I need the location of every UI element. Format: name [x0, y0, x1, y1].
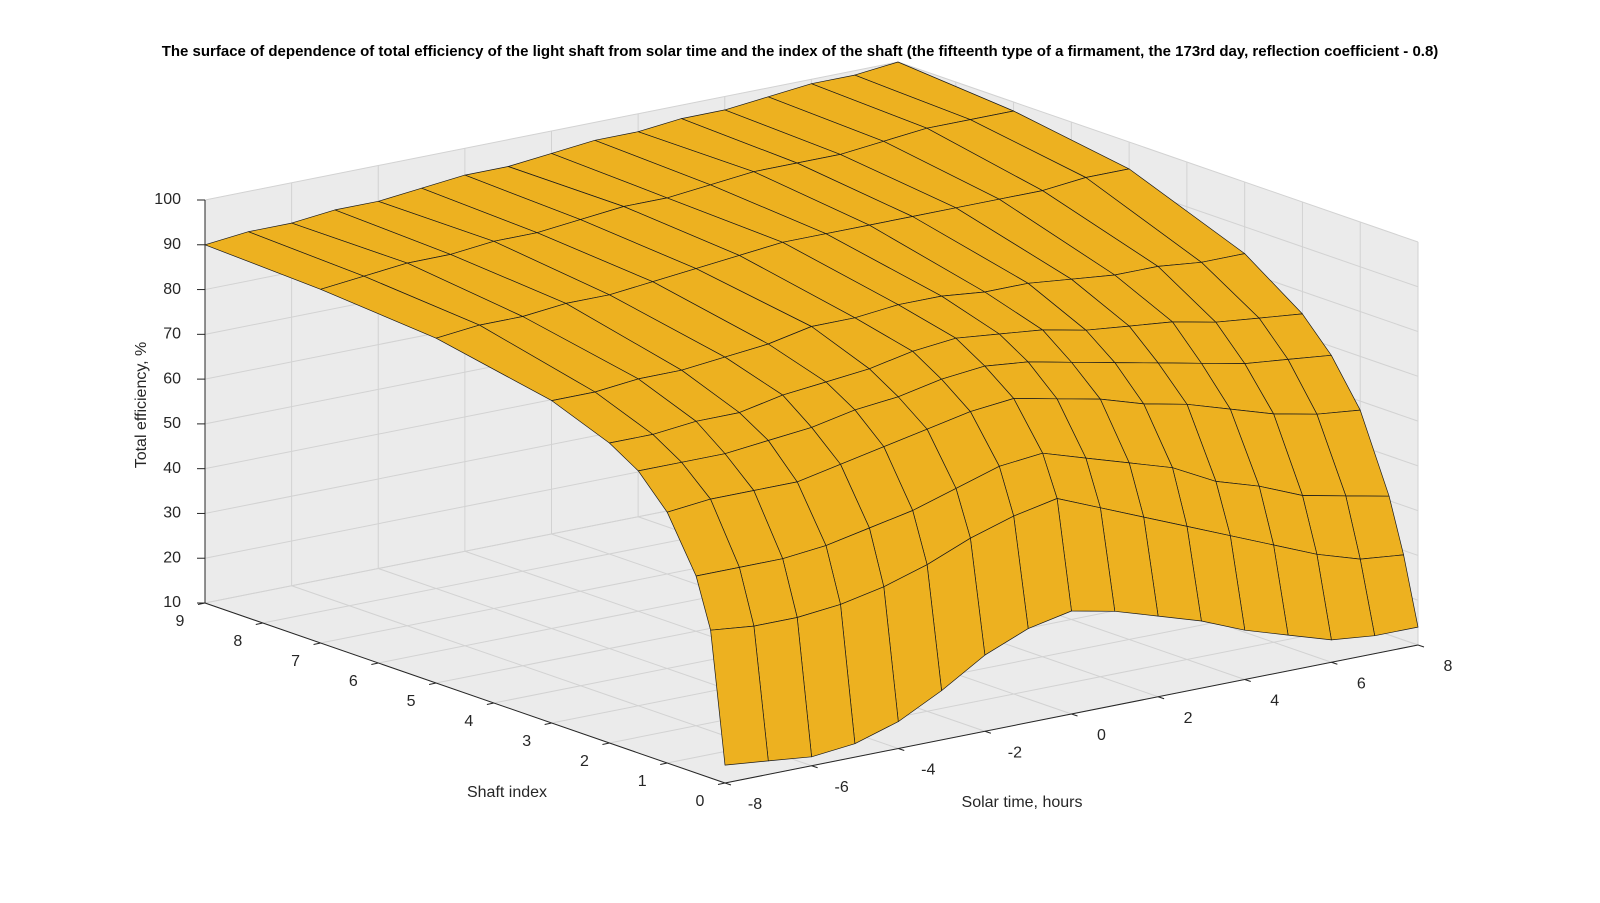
y-tick-label: 5	[407, 693, 416, 710]
y-tick-label: 4	[464, 713, 473, 730]
tick-mark	[1157, 696, 1165, 700]
tick-mark	[724, 782, 732, 786]
z-tick-label: 30	[163, 505, 181, 522]
tick-mark	[371, 662, 379, 665]
tick-mark	[660, 762, 668, 765]
z-tick-label: 20	[163, 549, 181, 566]
y-axis	[204, 602, 726, 784]
z-tick-label: 60	[163, 370, 181, 387]
y-tick-label: 9	[176, 613, 185, 630]
tick-mark	[1071, 713, 1078, 717]
chart-title: The surface of dependence of total effic…	[162, 43, 1439, 60]
x-tick-label: -4	[921, 762, 935, 779]
tick-mark	[717, 782, 726, 785]
y-tick-label: 8	[233, 633, 242, 650]
y-tick-label: 0	[696, 793, 705, 810]
z-tick-label: 40	[163, 460, 181, 477]
tick-mark	[1331, 661, 1338, 665]
z-axis-label: Total efficiency, %	[133, 342, 150, 469]
tick-mark	[486, 702, 494, 705]
x-tick-label: -2	[1008, 744, 1022, 761]
x-tick-label: -6	[835, 779, 849, 796]
y-tick-label: 1	[638, 773, 647, 790]
y-tick-label: 7	[291, 653, 300, 670]
x-tick-label: 0	[1097, 727, 1106, 744]
surface	[204, 61, 1419, 766]
x-tick-label: 2	[1184, 710, 1193, 727]
x-tick-label: 4	[1270, 693, 1279, 710]
tick-mark	[811, 765, 818, 769]
z-tick-label: 100	[154, 191, 181, 208]
y-tick-label: 3	[522, 733, 531, 750]
tick-mark	[984, 730, 992, 734]
x-axis-label: Solar time, hours	[962, 794, 1083, 811]
grid-line	[204, 61, 899, 201]
grid-line	[897, 61, 1419, 243]
tick-mark	[544, 722, 552, 725]
y-tick-label: 6	[349, 673, 358, 690]
tick-mark	[1244, 679, 1251, 682]
x-tick-label: 8	[1444, 658, 1453, 675]
tick-mark	[429, 682, 437, 685]
z-tick-label: 80	[163, 281, 181, 298]
surface-patch	[710, 625, 769, 766]
z-tick-label: 90	[163, 236, 181, 253]
tick-mark	[898, 748, 905, 751]
tick-mark	[313, 642, 321, 645]
x-axis	[724, 644, 1419, 784]
tick-mark	[255, 622, 263, 625]
x-tick-label: 6	[1357, 675, 1366, 692]
z-tick-label: 10	[163, 594, 181, 611]
y-tick-label: 2	[580, 753, 589, 770]
y-axis-label: Shaft index	[467, 784, 547, 801]
x-tick-label: -8	[748, 796, 762, 813]
z-tick-label: 70	[163, 326, 181, 343]
axes: -8-6-4-202468012345678910203040506070809…	[154, 191, 1452, 813]
tick-mark	[1417, 644, 1425, 648]
z-tick-label: 50	[163, 415, 181, 432]
tick-mark	[602, 742, 610, 745]
